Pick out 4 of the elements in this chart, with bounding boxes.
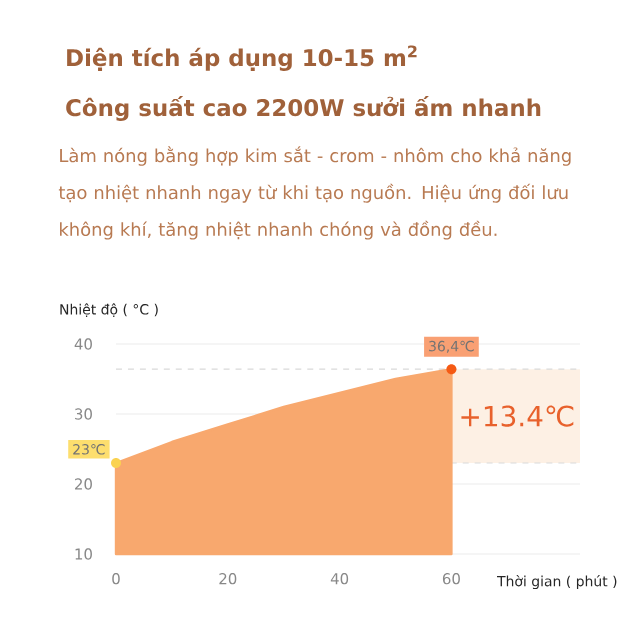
chart-subtitle: Công suất cao 2200W sưởi ấm nhanh (66, 96, 541, 121)
text: Làm nóng bằng hợp kim sắt - crom - nhôm cho khả năng tạo nhiệt nhanh ngay từ khi tạo nguồn. Hiệu ứng đối lưu không khí, tăng nhiệt nhanh chóng và đồng đều. (58, 146, 571, 240)
band-label: +13.4℃ (461, 405, 574, 427)
chart-title: Diện tích áp dụng 10-15 m$^{2}$ (67, 45, 417, 71)
